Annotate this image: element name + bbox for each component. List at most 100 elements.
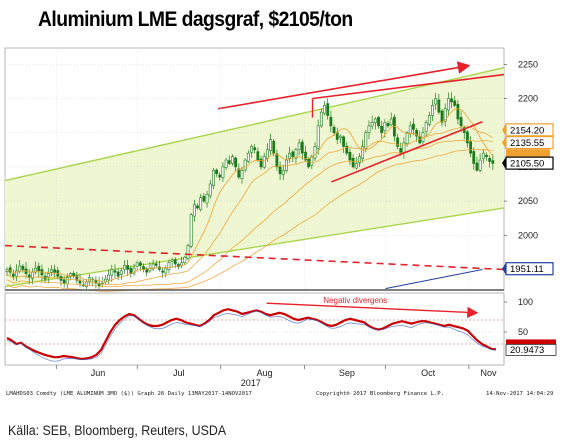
divergence-arrow <box>266 302 479 318</box>
candle-body <box>386 123 390 127</box>
price-tick-label: 2000 <box>518 230 538 240</box>
candle-body <box>412 123 415 130</box>
rsi-signal-line <box>6 310 497 362</box>
candle-body <box>116 271 120 277</box>
candle-body <box>69 273 72 277</box>
candle-body <box>272 140 276 154</box>
candle-body <box>319 111 323 127</box>
candle-body <box>316 125 320 149</box>
candle-body <box>205 193 209 204</box>
candle-body <box>46 273 50 278</box>
footer-security-text: LMAHDS03 Comdty (LME ALUMINUM 3MO ($)) G… <box>6 391 252 397</box>
candle-body <box>278 166 282 175</box>
candle-body <box>389 118 393 126</box>
rsi-tick-label: 50 <box>518 327 528 337</box>
candle-body <box>107 274 111 281</box>
price-axis: 2000205021002150220022502154.202135.5521… <box>502 59 554 276</box>
candle-body <box>180 262 184 266</box>
candle-body <box>281 170 285 175</box>
candle-body <box>262 156 266 168</box>
price-panel <box>4 47 505 292</box>
candle-body <box>478 159 482 171</box>
price-tag-label: 2105.50 <box>510 159 544 170</box>
candle-body <box>53 269 57 273</box>
candle-body <box>192 204 196 217</box>
rsi-panel: Negativ divergens <box>4 292 505 366</box>
candle-body <box>491 160 495 164</box>
price-tag-pointer <box>502 136 506 149</box>
candle-body <box>215 169 218 175</box>
candle-body <box>186 245 190 259</box>
candle-body <box>437 99 441 113</box>
candle-body <box>250 146 253 153</box>
candle-body <box>300 141 304 154</box>
candle-body <box>326 103 330 116</box>
candle-body <box>383 122 387 131</box>
rsi-line <box>6 308 497 361</box>
candle-body <box>211 170 215 187</box>
chart-title: Aluminium LME dagsgraf, $2105/ton <box>38 8 353 31</box>
candle-body <box>345 145 349 154</box>
candle-body <box>5 269 9 272</box>
candle-body <box>342 136 345 147</box>
rsi-tag <box>505 344 557 356</box>
candle-body <box>75 275 79 281</box>
candle-body <box>224 159 228 168</box>
candle-body <box>65 277 69 285</box>
candle-body <box>119 270 123 275</box>
candle-body <box>453 100 457 106</box>
time-axis: Jun Jul Aug Sep Oct Nov 2017 <box>55 365 497 388</box>
candle-body <box>351 157 355 168</box>
candle-body <box>450 98 453 103</box>
year-label: 2017 <box>241 378 261 388</box>
candle-body <box>84 281 88 287</box>
price-tag-label: 1951.11 <box>510 264 544 275</box>
candle-body <box>78 280 82 284</box>
candle-body <box>269 139 272 152</box>
candle-body <box>459 117 463 127</box>
candle-body <box>161 270 164 273</box>
candle-body <box>21 265 25 270</box>
candle-body <box>354 163 358 169</box>
candle-body <box>297 142 301 150</box>
candle-body <box>488 158 492 162</box>
candle-body <box>208 183 212 197</box>
candle-body <box>348 152 352 161</box>
footer-timestamp: 14-Nov-2017 14:04:29 <box>486 391 554 397</box>
candle-body <box>123 265 126 270</box>
price-tick-label: 2250 <box>518 59 538 69</box>
candle-body <box>151 263 155 270</box>
red-trendline <box>331 121 483 183</box>
candle-body <box>396 137 399 147</box>
channel-lower-line <box>4 207 505 288</box>
month-label: Nov <box>480 368 497 378</box>
candle-body <box>275 153 279 168</box>
candle-body <box>329 117 333 127</box>
candle-body <box>11 273 15 277</box>
candle-body <box>377 117 380 127</box>
price-tick-label: 2050 <box>518 196 538 206</box>
candle-body <box>443 108 447 122</box>
moving-average-line <box>6 125 494 285</box>
price-tag-pointer <box>502 262 506 275</box>
divergence-annotation: Negativ divergens <box>323 296 387 305</box>
candle-body <box>373 118 377 123</box>
month-label: Jun <box>91 368 106 378</box>
candle-body <box>294 149 298 159</box>
rsi-tick-label: 100 <box>518 297 533 307</box>
candle-body <box>288 152 292 159</box>
month-label: Oct <box>421 368 436 378</box>
candle-body <box>50 269 53 273</box>
candle-body <box>256 151 260 161</box>
candle-body <box>189 214 193 247</box>
candle-body <box>431 105 434 116</box>
candle-body <box>227 160 231 164</box>
candle-body <box>15 270 18 277</box>
candle-body <box>380 125 384 134</box>
blue-trendline <box>385 268 483 290</box>
red-trendline <box>217 61 471 110</box>
month-label: Sep <box>339 368 355 378</box>
candle-body <box>424 122 428 132</box>
price-tag-label: 2135.55 <box>510 138 544 149</box>
candle-body <box>313 146 317 159</box>
